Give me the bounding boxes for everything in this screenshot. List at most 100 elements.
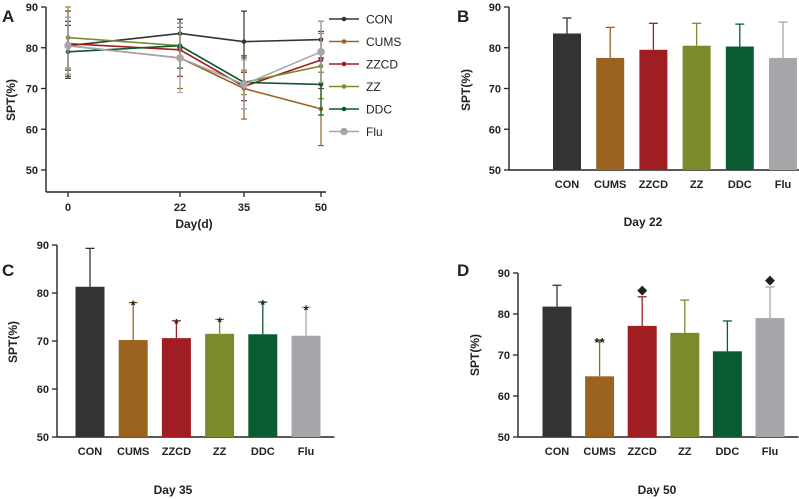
panel-a-y-tick-label: 80 — [26, 43, 38, 55]
series-cums — [65, 16, 324, 147]
panel-d-x-tick-label: DDC — [715, 446, 739, 458]
series-con-line — [67, 32, 322, 47]
series-flu — [64, 16, 325, 110]
panel-c-x-axis-title: Day 35 — [154, 483, 193, 497]
panel-c-y-tick-label: 60 — [37, 384, 49, 396]
panel-c-x-tick-label: Flu — [298, 446, 315, 458]
panel-c-x-tick-label: DDC — [251, 446, 275, 458]
panel-c-x-tick-label: CON — [78, 446, 103, 458]
panel-a-x-tick-label: 50 — [315, 202, 327, 214]
panel-d-bar-flu — [755, 318, 785, 437]
panel-b-x-tick-label: CON — [555, 179, 580, 191]
panel-b-x-tick-label: ZZ — [690, 179, 704, 191]
panel-c-significance-mark: * — [217, 314, 223, 329]
panel-c-letter: C — [2, 261, 14, 280]
panel-a-y-tick-label: 70 — [26, 84, 38, 96]
panel-a-x-tick-label: 35 — [238, 202, 250, 214]
panel-c-x-tick-label: CUMS — [117, 446, 149, 458]
panel-a-y-axis-title: SPT(%) — [4, 79, 18, 121]
series-flu-point — [64, 41, 72, 50]
legend-label-zz: ZZ — [366, 80, 381, 94]
panel-d-diamond-marker: ◆ — [765, 272, 775, 287]
panel-b-bar-zzcd — [639, 49, 668, 170]
panel-d-y-tick-label: 60 — [498, 391, 510, 403]
legend-marker-ddc — [341, 106, 347, 112]
panel-d-x-tick-label: ZZ — [678, 446, 692, 458]
panel-d-significance-mark: ** — [595, 335, 606, 350]
panel-a-x-tick-label: 22 — [174, 202, 186, 214]
panel-d-y-tick-label: 50 — [498, 432, 510, 444]
series-con-point — [241, 39, 247, 44]
panel-b-y-tick-label: 60 — [489, 124, 501, 136]
panel-d-y-axis-title: SPT(%) — [468, 334, 482, 376]
series-flu-point — [317, 48, 325, 56]
series-flu-line — [67, 44, 322, 86]
panel-d-letter: D — [457, 261, 469, 280]
panel-d-y-tick-label: 70 — [498, 350, 510, 362]
panel-c-bar-con — [75, 286, 105, 437]
panel-d-bar-zzcd — [627, 325, 657, 437]
panel-b-x-tick-label: DDC — [728, 179, 752, 191]
legend-label-flu: Flu — [366, 125, 383, 139]
legend-marker-con — [341, 16, 347, 22]
panel-c-significance-mark: * — [303, 302, 309, 317]
panel-b: B 50 60 70 80 90 CON CUMS ZZCD ZZ DDC Flu Day 22 SPT(… — [457, 2, 799, 229]
series-ddc-point — [318, 82, 324, 87]
legend-marker-zz — [341, 84, 347, 89]
panel-b-y-axis-title: SPT(%) — [459, 69, 473, 111]
panel-c-y-tick-label: 70 — [37, 336, 49, 348]
panel-c: C 50 60 70 80 90 CON CUMS * ZZCD * ZZ * DDC * Flu * Day 3… — [2, 240, 335, 497]
series-zz-line — [67, 36, 322, 84]
legend-marker-zzcd — [341, 61, 347, 67]
panel-d-x-tick-label: ZZCD — [628, 446, 657, 458]
panel-d-x-tick-label: CUMS — [583, 446, 615, 458]
panel-a: A 50 60 70 80 90 0 22 35 50 Day(d) SPT(%) CON CUMS ZZC… — [2, 2, 401, 231]
panel-d-diamond-marker: ◆ — [637, 282, 647, 297]
legend-label-cums: CUMS — [366, 35, 401, 49]
series-zz — [65, 6, 324, 100]
panel-d-bar-con — [542, 306, 572, 437]
legend-marker-flu — [340, 127, 348, 136]
legend-marker-cums — [341, 39, 347, 44]
panel-a-x-tick-label: 0 — [65, 202, 71, 214]
panel-c-significance-mark: * — [131, 298, 137, 313]
panel-c-y-axis-title: SPT(%) — [6, 321, 20, 363]
panel-d-x-tick-label: CON — [545, 446, 570, 458]
panel-d-bar-ddc — [712, 351, 742, 437]
panel-c-x-tick-label: ZZCD — [162, 446, 191, 458]
legend-label-ddc: DDC — [366, 103, 392, 117]
panel-a-y-tick-label: 90 — [26, 2, 38, 14]
panel-d-bar-cums — [585, 376, 615, 437]
series-zzcd — [65, 10, 324, 102]
panel-b-x-tick-label: ZZCD — [639, 179, 668, 191]
panel-d-y-tick-label: 90 — [498, 268, 510, 280]
panel-a-letter: A — [2, 7, 14, 26]
panel-c-bar-flu — [291, 335, 321, 437]
panel-c-y-tick-label: 50 — [37, 432, 49, 444]
panel-b-y-tick-label: 70 — [489, 84, 501, 96]
panel-b-bar-flu — [769, 57, 797, 170]
panel-a-y-tick-label: 50 — [26, 165, 38, 177]
panel-d-bar-zz — [670, 332, 700, 437]
series-flu-point — [176, 54, 184, 62]
panel-c-bar-zzcd — [161, 338, 191, 437]
panel-b-bar-ddc — [725, 46, 754, 171]
panel-c-bar-ddc — [248, 334, 278, 437]
panel-b-x-tick-label: CUMS — [594, 179, 626, 191]
panel-b-bar-cums — [596, 57, 625, 170]
panel-c-y-tick-label: 90 — [37, 240, 49, 252]
panel-b-y-tick-label: 50 — [489, 165, 501, 177]
legend-label-con: CON — [366, 13, 393, 27]
panel-b-bar-zz — [682, 45, 711, 170]
series-con — [65, 10, 324, 73]
panel-c-significance-mark: * — [260, 297, 266, 312]
panel-b-x-tick-label: Flu — [775, 179, 792, 191]
series-ddc-line — [67, 44, 322, 86]
panel-b-y-tick-label: 90 — [489, 2, 501, 14]
panel-b-x-axis-title: Day 22 — [624, 215, 663, 229]
panel-b-bar-con — [553, 33, 581, 170]
panel-c-x-tick-label: ZZ — [213, 446, 227, 458]
series-cums-line — [67, 44, 322, 110]
panel-d: D 50 60 70 80 90 CON CUMS ** ZZCD ◆ ZZ DDC Flu ◆ Day 50… — [457, 261, 799, 497]
